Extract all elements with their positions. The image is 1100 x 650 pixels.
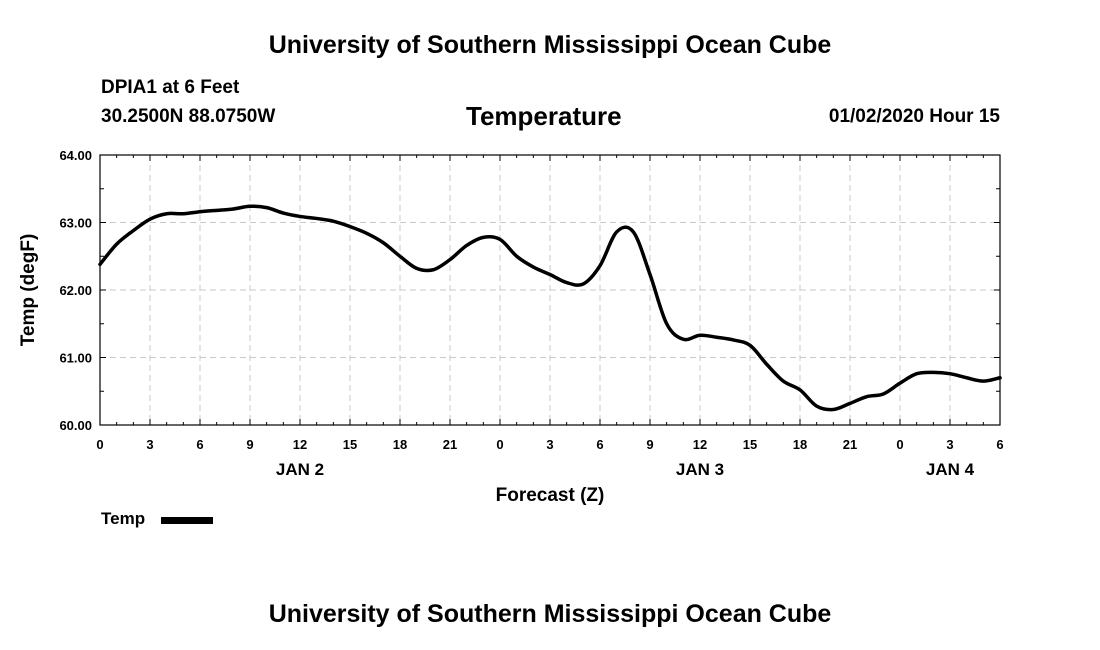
x-tick-label: 15 (343, 437, 357, 452)
x-axis-title: Forecast (Z) (496, 485, 605, 506)
y-tick-label: 64.00 (59, 148, 92, 163)
x-tick-label: 6 (996, 437, 1003, 452)
page-title: University of Southern Mississippi Ocean… (268, 31, 832, 59)
grid-lines (100, 155, 1000, 425)
day-label: JAN 3 (676, 460, 724, 479)
x-tick-label: 6 (596, 437, 603, 452)
valid-time-label: 01/02/2020 Hour 15 (828, 106, 1000, 127)
y-axis-title: Temp (degF) (18, 234, 39, 347)
parameter-title: Temperature (466, 101, 622, 131)
legend-label: Temp (101, 509, 146, 528)
station-label: DPIA1 at 6 Feet (101, 77, 240, 98)
coordinates-label: 30.2500N 88.0750W (101, 106, 276, 127)
x-tick-label: 9 (246, 437, 253, 452)
y-tick-label: 63.00 (59, 216, 92, 231)
x-tick-label: 0 (896, 437, 903, 452)
y-tick-label: 62.00 (59, 283, 92, 298)
x-tick-label: 21 (443, 437, 457, 452)
x-tick-label: 0 (96, 437, 103, 452)
x-tick-label: 0 (496, 437, 503, 452)
x-tick-label: 15 (743, 437, 757, 452)
legend-swatch (161, 517, 213, 524)
x-tick-label: 3 (946, 437, 953, 452)
x-tick-label: 12 (693, 437, 707, 452)
y-tick-label: 61.00 (59, 351, 92, 366)
x-tick-label: 12 (293, 437, 307, 452)
x-tick-label: 21 (843, 437, 857, 452)
y-tick-label: 60.00 (59, 418, 92, 433)
x-tick-label: 18 (393, 437, 407, 452)
series-group (98, 204, 1002, 412)
x-tick-label: 3 (546, 437, 553, 452)
x-tick-label: 3 (146, 437, 153, 452)
x-tick-label: 9 (646, 437, 653, 452)
footer-title: University of Southern Mississippi Ocean… (268, 600, 832, 628)
axis-ticks (99, 154, 1001, 426)
day-label: JAN 2 (276, 460, 324, 479)
x-tick-label: 6 (196, 437, 203, 452)
axis-labels: 60.00 61.00 62.00 63.00 64.00 0 3 6 9 12 15 18 21 0 3 6… (18, 148, 1004, 506)
x-tick-label: 18 (793, 437, 807, 452)
day-label: JAN 4 (926, 460, 975, 479)
